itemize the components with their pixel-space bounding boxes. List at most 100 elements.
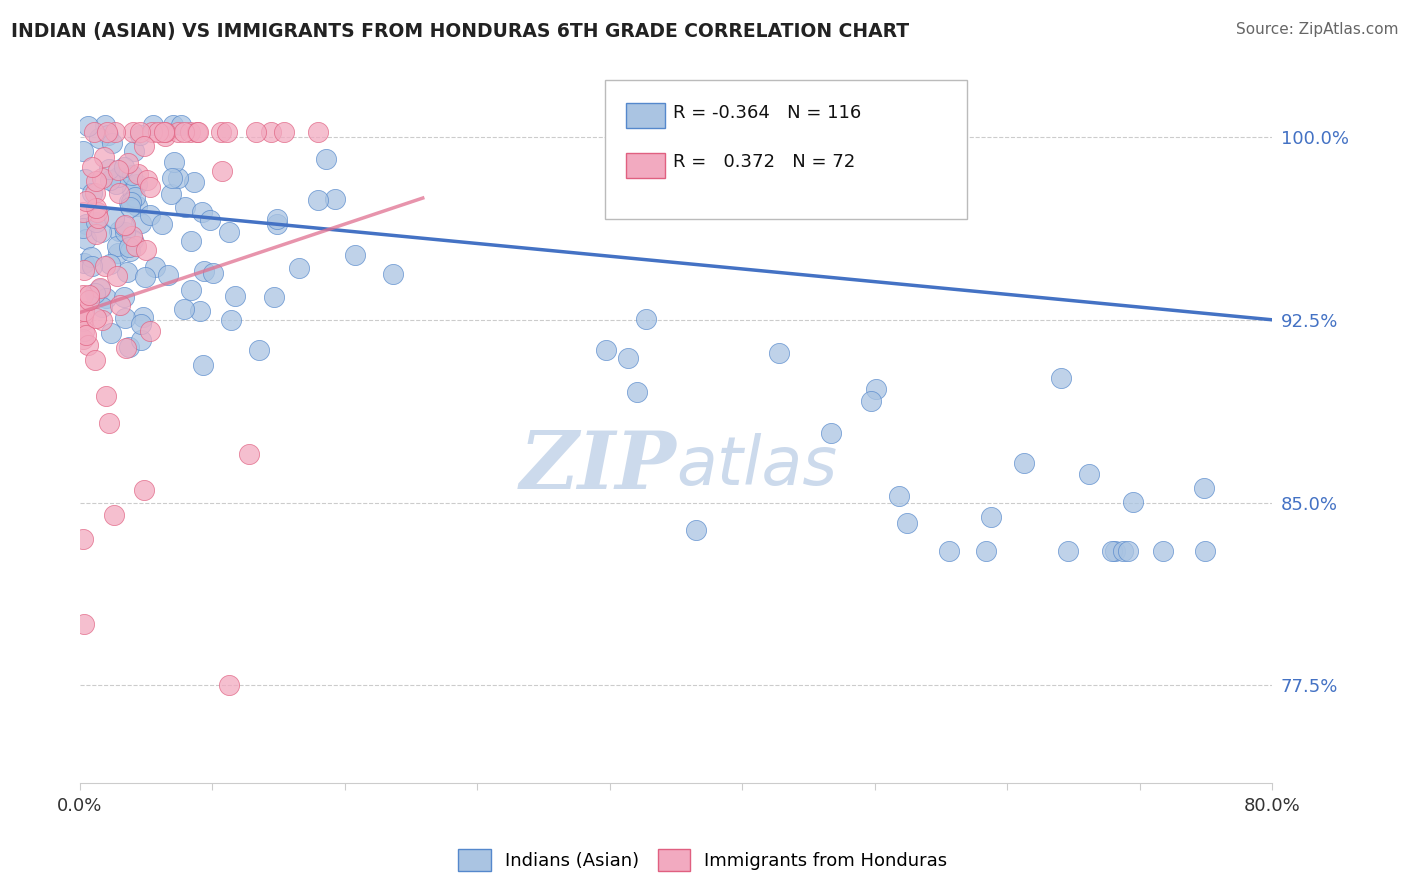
Point — [84, 174, 107, 188]
Point — [200, 213, 222, 227]
Point — [1057, 544, 1080, 558]
Point — [152, 125, 174, 139]
Point — [323, 192, 346, 206]
Point — [103, 508, 125, 522]
Legend: Indians (Asian), Immigrants from Honduras: Indians (Asian), Immigrants from Hondura… — [451, 842, 955, 879]
Point — [76, 119, 98, 133]
Point — [98, 257, 121, 271]
Point — [218, 678, 240, 692]
Point — [108, 223, 131, 237]
Point — [98, 173, 121, 187]
Point — [72, 332, 94, 346]
Point — [77, 293, 100, 308]
Point — [974, 544, 997, 558]
Text: INDIAN (ASIAN) VS IMMIGRANTS FROM HONDURAS 6TH GRADE CORRELATION CHART: INDIAN (ASIAN) VS IMMIGRANTS FROM HONDUR… — [11, 22, 910, 41]
Point — [87, 131, 110, 145]
Point — [72, 314, 94, 328]
Point — [1111, 544, 1133, 558]
Point — [150, 217, 173, 231]
Point — [173, 125, 195, 139]
Point — [125, 199, 148, 213]
Point — [105, 239, 128, 253]
Point — [84, 352, 107, 367]
Text: ZIP: ZIP — [519, 428, 676, 505]
Point — [768, 345, 790, 359]
Point — [83, 125, 105, 139]
Point — [273, 125, 295, 139]
Point — [245, 125, 267, 139]
Point — [209, 125, 232, 139]
Point — [238, 447, 260, 461]
Point — [174, 200, 197, 214]
Point — [142, 118, 165, 132]
Point — [159, 187, 181, 202]
Point — [73, 263, 96, 277]
Point — [120, 194, 142, 209]
Point — [107, 245, 129, 260]
Point — [94, 118, 117, 132]
Point — [84, 215, 107, 229]
Point — [98, 417, 121, 431]
Point — [1012, 456, 1035, 470]
Point — [938, 544, 960, 558]
Point — [685, 523, 707, 537]
Point — [315, 152, 337, 166]
Point — [138, 208, 160, 222]
Point — [218, 226, 240, 240]
Point — [1116, 544, 1139, 558]
Point — [163, 155, 186, 169]
Point — [104, 178, 127, 192]
Point — [1050, 371, 1073, 385]
Point — [1194, 544, 1216, 558]
Point — [90, 225, 112, 239]
Point — [1078, 467, 1101, 481]
Point — [224, 289, 246, 303]
Point — [129, 317, 152, 331]
Point — [105, 269, 128, 284]
Point — [1122, 494, 1144, 508]
Point — [634, 312, 657, 326]
Point — [90, 301, 112, 315]
Point — [98, 162, 121, 177]
Point — [288, 261, 311, 276]
Point — [820, 426, 842, 441]
Point — [122, 233, 145, 247]
Point — [156, 268, 179, 283]
Point — [179, 125, 201, 139]
Point — [202, 266, 225, 280]
Point — [89, 282, 111, 296]
Point — [117, 239, 139, 253]
Point — [129, 333, 152, 347]
Point — [96, 388, 118, 402]
Point — [980, 510, 1002, 524]
Point — [595, 343, 617, 357]
Point — [84, 227, 107, 241]
Point — [72, 532, 94, 546]
Point — [108, 186, 131, 201]
Point — [94, 259, 117, 273]
Point — [180, 234, 202, 248]
Point — [120, 200, 142, 214]
Point — [103, 211, 125, 226]
Point — [115, 265, 138, 279]
Point — [115, 341, 138, 355]
Point — [83, 286, 105, 301]
Point — [90, 312, 112, 326]
Point — [141, 125, 163, 139]
Point — [381, 267, 404, 281]
Point — [89, 280, 111, 294]
Point — [125, 238, 148, 252]
Point — [72, 288, 94, 302]
Point — [217, 125, 239, 139]
Point — [191, 204, 214, 219]
Point — [75, 172, 97, 186]
Point — [146, 125, 169, 139]
Point — [162, 118, 184, 132]
Text: R = -0.364   N = 116: R = -0.364 N = 116 — [673, 104, 862, 122]
Point — [114, 225, 136, 239]
Point — [97, 128, 120, 142]
Point — [87, 211, 110, 225]
Point — [626, 384, 648, 399]
Point — [75, 328, 97, 343]
Point — [86, 201, 108, 215]
